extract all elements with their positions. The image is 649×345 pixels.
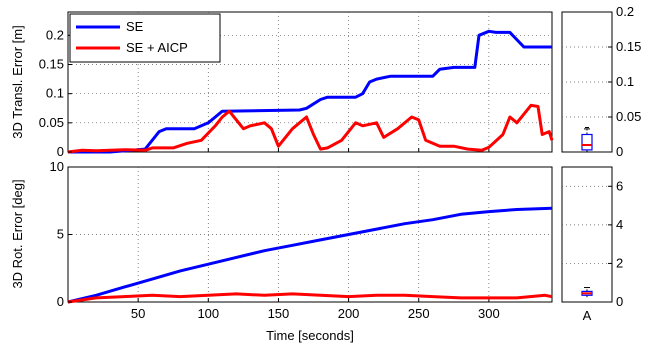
translation-error-y-ticks: 0 0.05 0.1 0.15 0.2 (39, 27, 72, 159)
legend-se-label: SE (126, 19, 144, 34)
legend-se-aicp-label: SE + AICP (126, 40, 188, 55)
se-aicp-series-line (67, 292, 553, 304)
y-tick-label: 0 (57, 144, 64, 159)
y-tick-label: 0.1 (46, 86, 64, 101)
x-tick-label: 50 (131, 306, 145, 321)
y-tick-label: 0.2 (616, 4, 634, 19)
rotation-boxplot-axes-box (561, 166, 613, 303)
rotation-error-panel: 0 5 10 50 100 150 200 250 300 3D Rot. Error [de… (10, 159, 553, 343)
y-tick-label: 0 (57, 294, 64, 309)
translation-error-y-label: 3D Transl. Error [m] (10, 25, 25, 138)
y-tick-label: 10 (50, 159, 64, 174)
translation-boxplot-panel: 0 0.05 0.1 0.15 0.2 (561, 4, 641, 159)
x-tick-label: 250 (408, 306, 430, 321)
y-tick-label: 0.05 (616, 109, 641, 124)
x-axis-label: Time [seconds] (266, 328, 354, 343)
rotation-error-y-ticks: 0 5 10 (50, 159, 72, 309)
y-tick-label: 0.1 (616, 74, 634, 89)
y-tick-label: 0.05 (39, 115, 64, 130)
rotation-boxplot-category-label: A (583, 308, 592, 323)
y-tick-label: 0 (616, 294, 623, 309)
translation-boxplot-grid (562, 46, 612, 118)
translation-boxplot (581, 127, 593, 152)
box-body (581, 133, 593, 151)
rotation-boxplot (581, 287, 593, 298)
rotation-error-series (67, 206, 553, 304)
rotation-boxplot-panel: 0 2 4 6 A (561, 166, 623, 323)
se-aicp-series-line (67, 103, 554, 154)
translation-boxplot-y-ticks: 0 0.05 0.1 0.15 0.2 (608, 4, 641, 159)
y-tick-label: 0.15 (39, 57, 64, 72)
y-tick-label: 2 (616, 255, 623, 270)
legend: SE SE + AICP (69, 13, 221, 63)
legend-box (69, 13, 221, 63)
x-tick-label: 200 (338, 306, 360, 321)
x-tick-label: 300 (478, 306, 500, 321)
rotation-error-y-label: 3D Rot. Error [deg] (10, 179, 25, 288)
y-tick-label: 6 (616, 178, 623, 193)
rotation-error-x-ticks: 50 100 150 200 250 300 (131, 306, 500, 321)
rotation-boxplot-y-ticks: 0 2 4 6 (608, 178, 623, 309)
y-tick-label: 0.15 (616, 39, 641, 54)
se-series-line (68, 29, 552, 154)
y-tick-label: 4 (616, 217, 623, 232)
rotation-boxplot-grid (562, 185, 612, 264)
x-tick-label: 150 (268, 306, 290, 321)
y-tick-label: 5 (57, 227, 64, 242)
y-tick-label: 0 (616, 144, 623, 159)
translation-error-series (67, 29, 554, 154)
se-series-line (67, 206, 553, 304)
y-tick-label: 0.2 (46, 27, 64, 42)
rotation-error-grid (68, 167, 552, 302)
translation-error-panel: 0 0.05 0.1 0.15 0.2 3D Transl. Error [m] SE … (10, 11, 554, 159)
x-tick-label: 100 (197, 306, 219, 321)
